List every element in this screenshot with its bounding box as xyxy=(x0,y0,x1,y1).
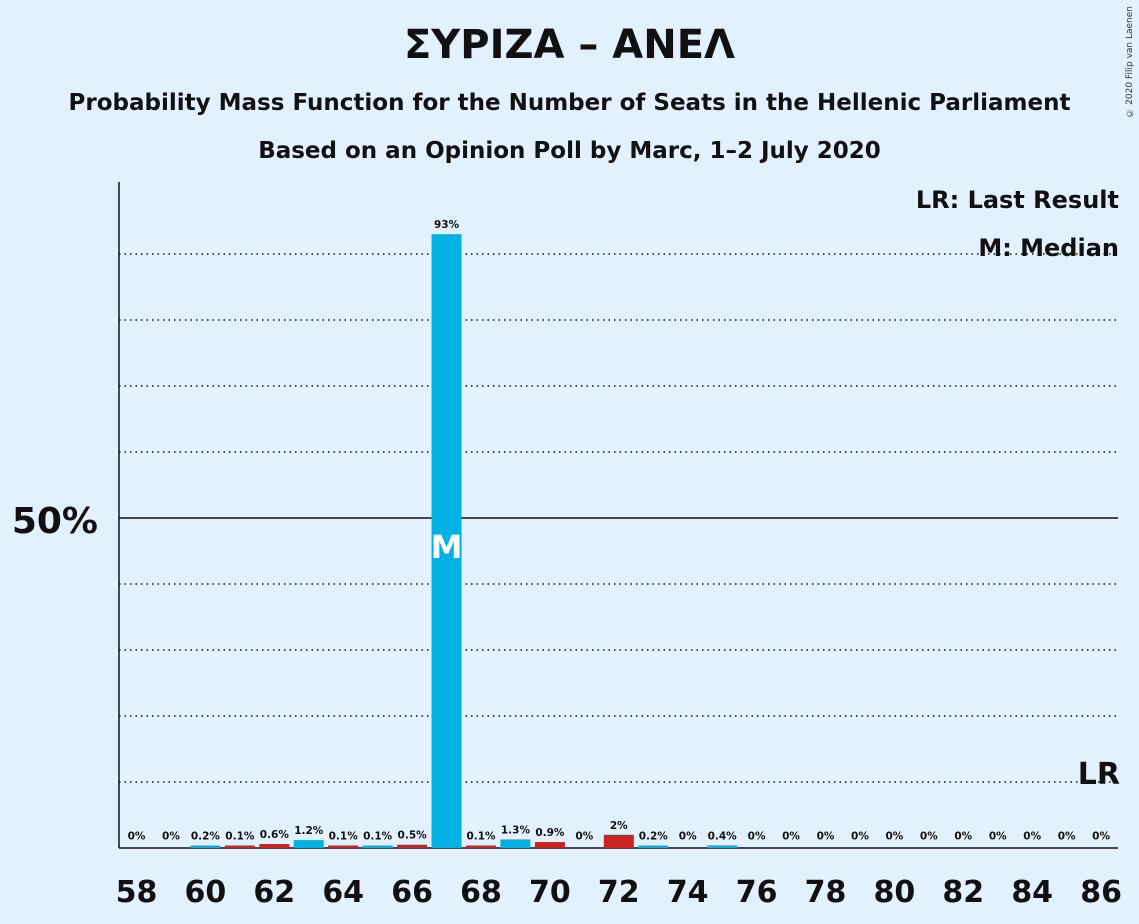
bar-seat-62 xyxy=(259,844,290,848)
x-tick-label: 62 xyxy=(253,875,295,910)
bar-value-label: 0.1% xyxy=(329,831,359,843)
x-tick-label: 80 xyxy=(874,875,916,910)
bar-value-label: 1.2% xyxy=(294,825,324,837)
bar-seat-70 xyxy=(534,842,565,848)
x-tick-label: 72 xyxy=(598,875,640,910)
bar-value-label: 0% xyxy=(1058,831,1076,843)
bar-seat-66 xyxy=(397,844,428,848)
bar-value-label: 0% xyxy=(885,831,903,843)
chart-title: ΣΥΡΙΖΑ – ΑΝΕΛ xyxy=(403,22,735,68)
x-tick-label: 64 xyxy=(322,875,364,910)
bar-seat-64 xyxy=(328,845,359,848)
x-tick-label: 74 xyxy=(667,875,709,910)
x-tick-label: 58 xyxy=(116,875,158,910)
chart-subtitle: Probability Mass Function for the Number… xyxy=(68,90,1071,116)
bar-value-label: 0.1% xyxy=(225,831,255,843)
bar-seat-68 xyxy=(466,845,496,848)
bar-value-label: 0% xyxy=(575,831,593,843)
median-marker: M xyxy=(431,528,463,566)
bar-value-label: 0.2% xyxy=(639,831,669,843)
bar-seat-60 xyxy=(190,845,221,848)
x-tick-label: 60 xyxy=(185,875,227,910)
bar-value-label: 0% xyxy=(162,831,180,843)
bar-value-label: 0% xyxy=(128,831,146,843)
last-result-marker: LR xyxy=(1078,757,1120,792)
bar-value-label: 0.1% xyxy=(466,831,496,843)
bar-value-label: 93% xyxy=(434,219,460,231)
x-tick-label: 84 xyxy=(1011,875,1053,910)
bar-value-label: 0.6% xyxy=(260,829,290,841)
bar-value-label: 0% xyxy=(1023,831,1041,843)
chart-source-line: Based on an Opinion Poll by Marc, 1–2 Ju… xyxy=(258,138,881,164)
y-tick-label: 50% xyxy=(12,501,98,542)
bar-seat-72 xyxy=(603,834,634,848)
bar-value-label: 0% xyxy=(817,831,835,843)
bar-value-label: 0% xyxy=(989,831,1007,843)
bar-seat-65 xyxy=(362,845,393,848)
bar-seat-67 xyxy=(431,234,462,848)
bar-seat-69 xyxy=(500,839,531,848)
bar-seat-75 xyxy=(707,845,738,848)
bar-value-label: 0% xyxy=(954,831,972,843)
bar-value-label: 2% xyxy=(610,820,628,832)
x-tick-label: 70 xyxy=(529,875,571,910)
x-tick-label: 76 xyxy=(736,875,778,910)
bar-value-label: 1.3% xyxy=(501,824,531,836)
bar-value-label: 0% xyxy=(851,831,869,843)
legend-median: M: Median xyxy=(978,234,1119,262)
bar-value-label: 0.5% xyxy=(398,830,428,842)
bar-value-label: 0.4% xyxy=(708,830,738,842)
bar-value-label: 0% xyxy=(1092,831,1110,843)
bar-value-label: 0.1% xyxy=(363,831,393,843)
bar-seat-63 xyxy=(293,840,324,848)
x-tick-label: 68 xyxy=(460,875,502,910)
bar-value-label: 0% xyxy=(748,831,766,843)
x-tick-label: 86 xyxy=(1080,875,1122,910)
bar-seat-73 xyxy=(638,845,669,848)
bar-value-label: 0% xyxy=(920,831,938,843)
x-tick-label: 78 xyxy=(805,875,847,910)
x-tick-label: 66 xyxy=(391,875,433,910)
bar-value-label: 0.2% xyxy=(191,831,221,843)
x-tick-label: 82 xyxy=(942,875,984,910)
bar-value-label: 0% xyxy=(679,831,697,843)
bar-value-label: 0% xyxy=(782,831,800,843)
bar-seat-61 xyxy=(224,845,255,848)
legend-last-result: LR: Last Result xyxy=(915,186,1119,214)
bar-value-label: 0.9% xyxy=(535,827,565,839)
